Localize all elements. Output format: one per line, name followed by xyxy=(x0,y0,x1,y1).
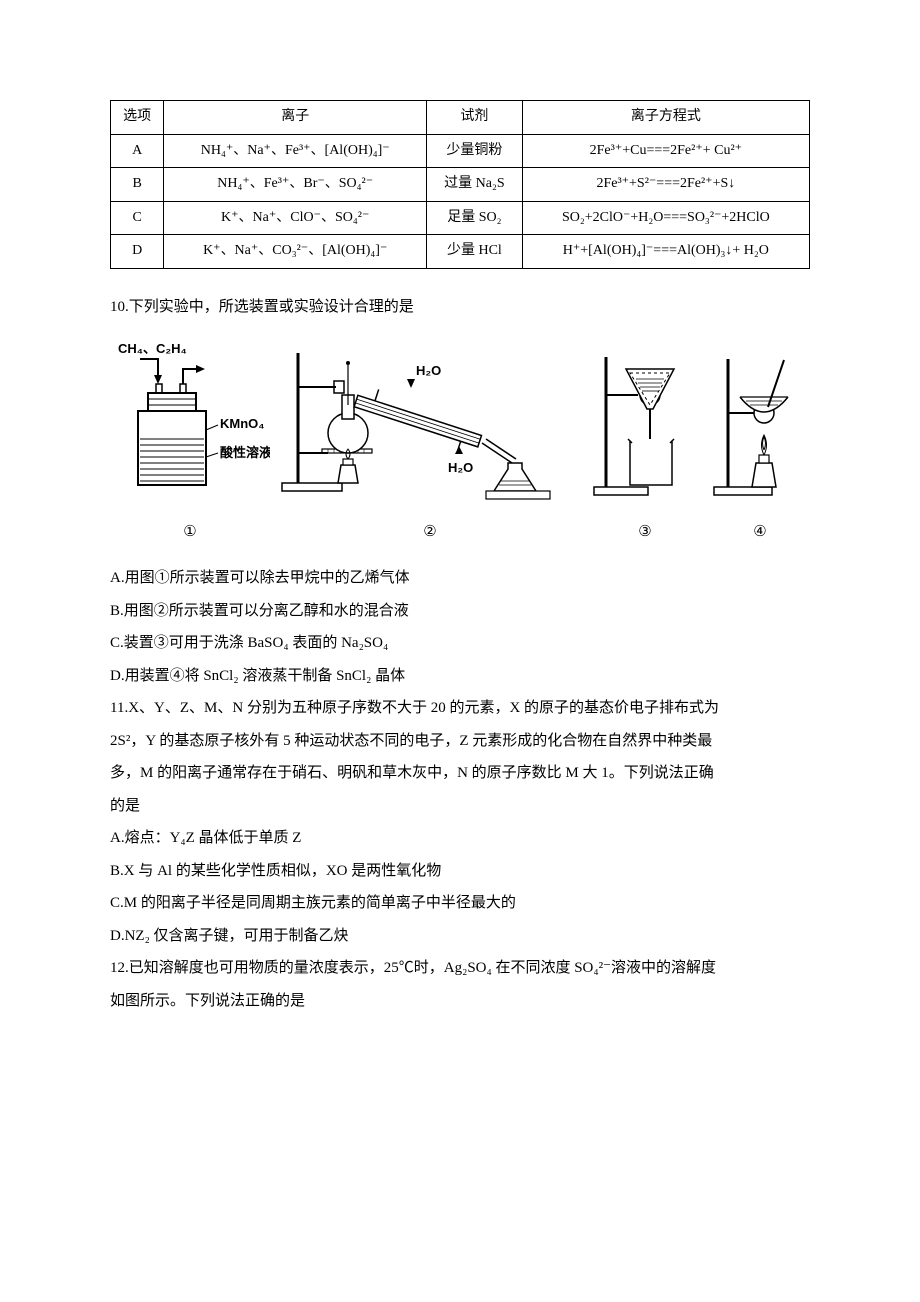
apparatus-3-icon xyxy=(590,335,700,505)
fig-label-2: ② xyxy=(280,518,580,547)
th-equation: 离子方程式 xyxy=(522,101,809,135)
cell-opt: D xyxy=(111,235,164,269)
q12-stem-l2: 如图所示。下列说法正确的是 xyxy=(110,987,810,1016)
cell-ions: NH₄⁺、Na⁺、Fe³⁺、[Al(OH)₄]⁻ xyxy=(164,134,427,168)
q11-stem-l4: 的是 xyxy=(110,792,810,821)
svg-text:H₂O: H₂O xyxy=(416,363,441,378)
cell-reagent: 足量 SO₂ xyxy=(427,201,523,235)
svg-text:H₂O: H₂O xyxy=(448,460,473,475)
fig1-reagent1: KMnO₄ xyxy=(220,416,264,431)
cell-ions: NH₄⁺、Fe³⁺、Br⁻、SO₄²⁻ xyxy=(164,168,427,202)
q10-opt-a: A.用图①所示装置可以除去甲烷中的乙烯气体 xyxy=(110,564,810,593)
q10-fig-labels: ① ② ③ ④ xyxy=(110,518,810,547)
fig-3 xyxy=(590,335,700,516)
cell-eq: H⁺+[Al(OH)₄]⁻===Al(OH)₃↓+ H₂O xyxy=(522,235,809,269)
apparatus-2-icon: H₂O H₂O xyxy=(280,335,580,505)
q11-stem-l2: 2S²，Y 的基态原子核外有 5 种运动状态不同的电子，Z 元素形成的化合物在自… xyxy=(110,727,810,756)
cell-eq: 2Fe³⁺+S²⁻===2Fe²⁺+S↓ xyxy=(522,168,809,202)
table-row: C K⁺、Na⁺、ClO⁻、SO₄²⁻ 足量 SO₂ SO₂+2ClO⁻+H₂O… xyxy=(111,201,810,235)
q11-opt-d: D.NZ₂ 仅含离子键，可用于制备乙炔 xyxy=(110,922,810,951)
svg-text:CH₄、C₂H₄: CH₄、C₂H₄ xyxy=(118,341,187,356)
q10-opt-c: C.装置③可用于洗涤 BaSO₄ 表面的 Na₂SO₄ xyxy=(110,629,810,658)
fig-label-4: ④ xyxy=(710,518,810,547)
fig-label-3: ③ xyxy=(590,518,700,547)
fig-2: H₂O H₂O xyxy=(280,335,580,516)
th-ions: 离子 xyxy=(164,101,427,135)
ion-table: 选项 离子 试剂 离子方程式 A NH₄⁺、Na⁺、Fe³⁺、[Al(OH)₄]… xyxy=(110,100,810,269)
apparatus-1-icon: CH₄、C₂H₄ xyxy=(110,335,270,505)
fig-4 xyxy=(710,335,810,516)
cell-reagent: 少量铜粉 xyxy=(427,134,523,168)
q11-opt-c: C.M 的阳离子半径是同周期主族元素的简单离子中半径最大的 xyxy=(110,889,810,918)
cell-opt: A xyxy=(111,134,164,168)
q10-opt-d: D.用装置④将 SnCl₂ 溶液蒸干制备 SnCl₂ 晶体 xyxy=(110,662,810,691)
cell-reagent: 少量 HCl xyxy=(427,235,523,269)
q11-opt-b: B.X 与 Al 的某些化学性质相似，XO 是两性氧化物 xyxy=(110,857,810,886)
cell-ions: K⁺、Na⁺、ClO⁻、SO₄²⁻ xyxy=(164,201,427,235)
table-row: A NH₄⁺、Na⁺、Fe³⁺、[Al(OH)₄]⁻ 少量铜粉 2Fe³⁺+Cu… xyxy=(111,134,810,168)
cell-opt: C xyxy=(111,201,164,235)
cell-ions: K⁺、Na⁺、CO₃²⁻、[Al(OH)₄]⁻ xyxy=(164,235,427,269)
q12-stem-l1: 12.已知溶解度也可用物质的量浓度表示，25℃时，Ag₂SO₄ 在不同浓度 SO… xyxy=(110,954,810,983)
table-row: B NH₄⁺、Fe³⁺、Br⁻、SO₄²⁻ 过量 Na₂S 2Fe³⁺+S²⁻=… xyxy=(111,168,810,202)
q10-figures: CH₄、C₂H₄ xyxy=(110,335,810,516)
fig-label-1: ① xyxy=(110,518,270,547)
cell-opt: B xyxy=(111,168,164,202)
fig1-reagent2: 酸性溶液 xyxy=(220,445,270,460)
cell-eq: 2Fe³⁺+Cu===2Fe²⁺+ Cu²⁺ xyxy=(522,134,809,168)
q10-stem: 10.下列实验中，所选装置或实验设计合理的是 xyxy=(110,293,810,322)
q11-stem-l3: 多，M 的阳离子通常存在于硝石、明矾和草木灰中，N 的原子序数比 M 大 1。下… xyxy=(110,759,810,788)
th-reagent: 试剂 xyxy=(427,101,523,135)
cell-eq: SO₂+2ClO⁻+H₂O===SO₃²⁻+2HClO xyxy=(522,201,809,235)
q10-opt-b: B.用图②所示装置可以分离乙醇和水的混合液 xyxy=(110,597,810,626)
q11-opt-a: A.熔点：Y₄Z 晶体低于单质 Z xyxy=(110,824,810,853)
q11-stem-l1: 11.X、Y、Z、M、N 分别为五种原子序数不大于 20 的元素，X 的原子的基… xyxy=(110,694,810,723)
cell-reagent: 过量 Na₂S xyxy=(427,168,523,202)
th-option: 选项 xyxy=(111,101,164,135)
table-row: D K⁺、Na⁺、CO₃²⁻、[Al(OH)₄]⁻ 少量 HCl H⁺+[Al(… xyxy=(111,235,810,269)
fig-1: CH₄、C₂H₄ xyxy=(110,335,270,516)
apparatus-4-icon xyxy=(710,335,810,505)
